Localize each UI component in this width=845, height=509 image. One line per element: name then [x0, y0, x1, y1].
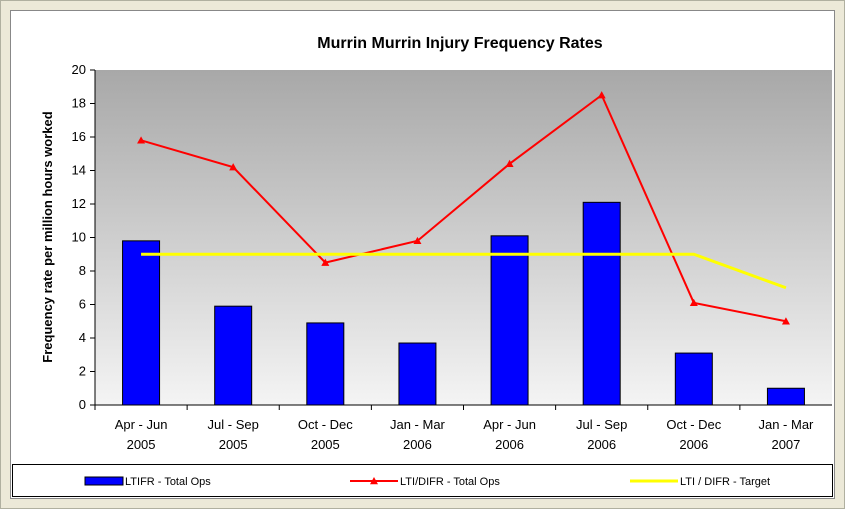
y-tick-label: 14: [72, 163, 86, 178]
legend-swatch: [84, 476, 124, 486]
chart-title: Murrin Murrin Injury Frequency Rates: [317, 35, 602, 52]
legend-label: LTI / DIFR - Target: [680, 476, 770, 488]
y-tick-label: 8: [79, 263, 86, 278]
point-marker: [137, 136, 146, 144]
y-tick-label: 2: [79, 364, 86, 379]
legend-label: LTI/DIFR - Total Ops: [400, 476, 500, 488]
x-tick-label: Apr - Jun 2005: [115, 417, 168, 452]
point-marker: [689, 298, 698, 307]
point-marker: [321, 258, 330, 266]
series-line: [141, 252, 787, 290]
point-marker: [781, 317, 790, 325]
y-tick-label: 12: [72, 196, 86, 211]
y-tick-label: 10: [72, 230, 86, 245]
y-axis-label: Frequency rate per million hours worked: [40, 111, 55, 362]
y-tick-label: 18: [72, 96, 86, 111]
point-marker: [413, 236, 422, 245]
x-tick-label: Oct - Dec 2006: [666, 417, 721, 452]
plot-area: [95, 70, 832, 405]
y-tick-label: 4: [79, 330, 86, 345]
bar: [122, 240, 161, 406]
x-tick-label: Jan - Mar 2007: [758, 417, 814, 452]
x-tick-label: Oct - Dec 2005: [298, 417, 353, 452]
bar: [214, 305, 253, 406]
bar: [674, 352, 713, 406]
point-marker: [597, 91, 606, 99]
bar: [490, 235, 529, 406]
x-tick-label: Jul - Sep 2006: [576, 417, 627, 452]
x-tick-label: Jan - Mar 2006: [390, 417, 446, 452]
point-marker: [505, 159, 514, 167]
legend: [12, 464, 833, 497]
bar: [766, 387, 805, 406]
legend-marker: [370, 477, 378, 485]
point-marker: [229, 163, 238, 171]
bar: [306, 322, 345, 406]
y-tick-label: 20: [72, 62, 86, 77]
legend-label: LTIFR - Total Ops: [125, 476, 211, 488]
y-tick-label: 0: [79, 397, 86, 412]
bar: [582, 201, 621, 406]
y-tick-label: 16: [72, 129, 86, 144]
y-tick-label: 6: [79, 297, 86, 312]
bar: [398, 342, 437, 406]
x-tick-label: Apr - Jun 2006: [483, 417, 536, 452]
x-tick-label: Jul - Sep 2005: [208, 417, 259, 452]
series-line: [140, 93, 787, 323]
